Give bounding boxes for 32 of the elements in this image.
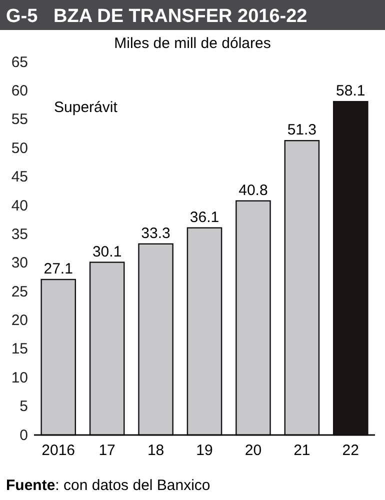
y-tick-label: 50 bbox=[11, 140, 28, 157]
y-tick-label: 55 bbox=[11, 111, 28, 128]
y-tick-label: 10 bbox=[11, 369, 28, 386]
y-tick-label: 25 bbox=[11, 283, 28, 300]
y-tick-label: 45 bbox=[11, 168, 28, 186]
y-tick-label: 35 bbox=[11, 226, 28, 243]
y-tick-label: 30 bbox=[11, 254, 28, 272]
y-tick-label: 20 bbox=[11, 312, 28, 330]
x-tick-label: 22 bbox=[342, 442, 359, 459]
y-tick-label: 60 bbox=[11, 82, 28, 100]
data-label: 30.1 bbox=[92, 243, 122, 260]
x-tick-label: 17 bbox=[98, 442, 116, 459]
x-tick-label: 18 bbox=[147, 442, 164, 459]
x-tick-label: 19 bbox=[196, 442, 213, 459]
y-tick-label: 65 bbox=[11, 54, 28, 71]
data-label: 27.1 bbox=[44, 260, 73, 278]
y-tick-label: 40 bbox=[11, 197, 28, 214]
data-label: 36.1 bbox=[190, 208, 220, 226]
x-tick-label: 21 bbox=[294, 442, 310, 459]
data-label: 51.3 bbox=[287, 122, 317, 139]
chart-title: G-5 BZA DE TRANSFER 2016-22 bbox=[6, 6, 308, 27]
data-label: 33.3 bbox=[141, 224, 170, 242]
y-tick-label: 5 bbox=[20, 398, 28, 416]
chart-subtitle: Miles de mill de dólares bbox=[114, 35, 271, 52]
y-tick-label: 15 bbox=[11, 340, 28, 358]
annotation: Superávit bbox=[54, 99, 118, 116]
y-tick-label: 0 bbox=[20, 426, 28, 444]
data-label: 40.8 bbox=[238, 182, 268, 199]
source-note: Fuente: con datos del Banxico bbox=[6, 477, 210, 494]
x-tick-label: 2016 bbox=[42, 442, 76, 459]
x-tick-label: 20 bbox=[244, 442, 262, 459]
data-label: 58.1 bbox=[336, 82, 366, 100]
